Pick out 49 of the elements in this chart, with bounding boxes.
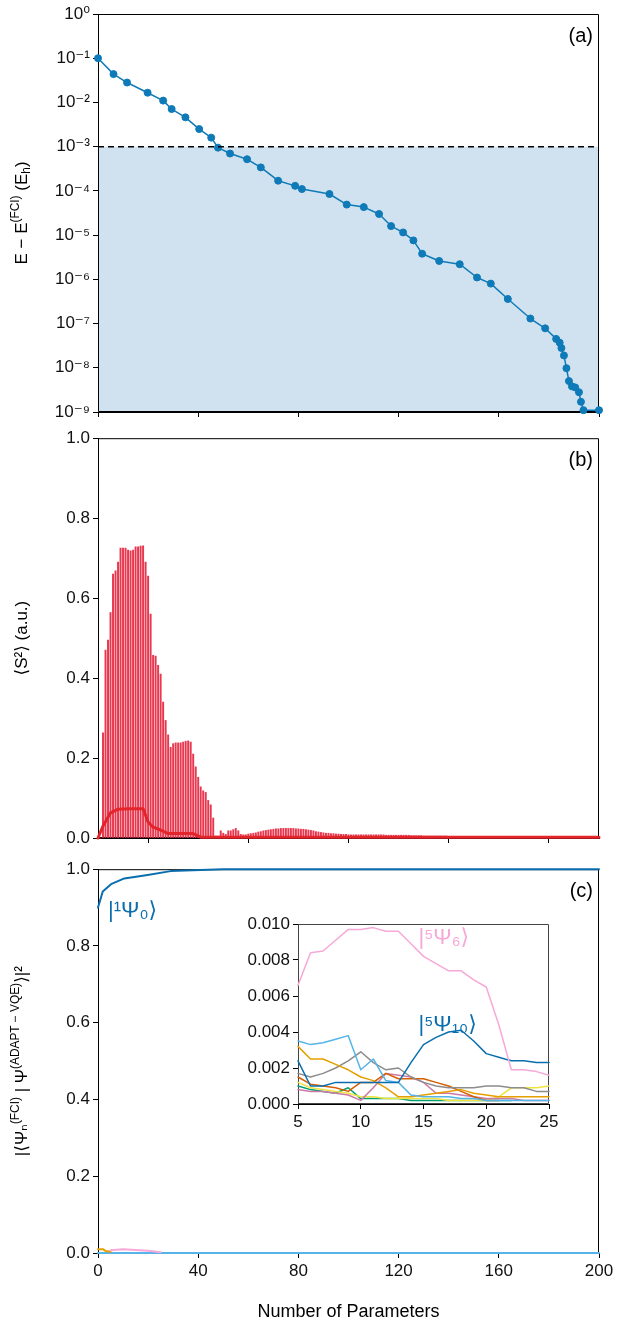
y-tick-label: 10⁻⁵ xyxy=(55,224,90,244)
y-tick-label: 0.002 xyxy=(247,1057,290,1077)
x-tick-label: 120 xyxy=(384,1260,413,1280)
x-tick-label: 25 xyxy=(539,1111,559,1131)
y-tick-label: 0.0 xyxy=(66,827,90,847)
y-tick-label: 0.2 xyxy=(66,747,90,767)
y-tick-label: 10⁻⁴ xyxy=(54,180,90,200)
y-tick-label: 0.8 xyxy=(66,935,90,955)
x-tick-label: 40 xyxy=(188,1260,208,1280)
y-tick-label: 10⁻¹ xyxy=(56,47,91,67)
y-tick-label: 0.6 xyxy=(66,1012,90,1032)
y-tick-label: 10⁻⁷ xyxy=(55,313,90,333)
x-tick-label: 20 xyxy=(476,1111,496,1131)
series-label: |⁵Ψ₁₀⟩ xyxy=(418,1010,477,1036)
y-tick-label: 1.0 xyxy=(66,858,90,878)
annotation: (a) xyxy=(568,23,594,46)
y-tick-label: 0.8 xyxy=(66,507,90,527)
y-tick-label: 10⁻⁸ xyxy=(54,357,90,377)
y-tick-label: 0.6 xyxy=(66,587,90,607)
y-tick-label: 10⁻² xyxy=(56,92,91,112)
x-tick-label: 80 xyxy=(288,1260,308,1280)
x-tick-label: 0 xyxy=(93,1260,103,1280)
x-tick-label: 15 xyxy=(414,1111,433,1131)
y-tick-label: 10⁻⁶ xyxy=(55,269,90,289)
y-axis-title: |⟨Ψₙ(FCI) | Ψ(ADAPT − VQE)⟩|² xyxy=(7,965,31,1157)
y-axis-title: E − E(FCI) (Eh) xyxy=(7,161,33,265)
annotation: (c) xyxy=(569,878,594,901)
y-tick-label: 10⁻³ xyxy=(56,136,91,156)
x-tick-label: 5 xyxy=(293,1111,303,1131)
y-axis-title: ⟨S²⟩ (a.u.) xyxy=(11,600,31,676)
y-tick-label: 0.4 xyxy=(66,667,90,687)
y-tick-label: 10⁻⁹ xyxy=(54,401,90,421)
x-axis-title: Number of Parameters xyxy=(257,1300,440,1321)
y-tick-label: 0.0 xyxy=(66,1242,90,1262)
y-tick-label: 0.008 xyxy=(247,949,290,969)
y-tick-label: 0.006 xyxy=(247,985,290,1005)
annotation: (b) xyxy=(568,447,594,470)
y-tick-label: 0.2 xyxy=(66,1165,90,1185)
y-tick-label: 10⁰ xyxy=(64,3,91,23)
x-tick-label: 10 xyxy=(351,1111,371,1131)
x-tick-label: 200 xyxy=(584,1260,614,1280)
x-tick-label: 160 xyxy=(484,1260,513,1280)
series-label: |¹Ψ₀⟩ xyxy=(108,897,158,923)
series-label: |⁵Ψ₆⟩ xyxy=(418,924,470,950)
y-tick-label: 0.4 xyxy=(66,1089,90,1109)
y-tick-label: 1.0 xyxy=(66,427,90,447)
y-tick-label: 0.000 xyxy=(247,1093,290,1113)
y-tick-label: 0.004 xyxy=(247,1021,290,1041)
y-tick-label: 0.010 xyxy=(247,913,290,933)
